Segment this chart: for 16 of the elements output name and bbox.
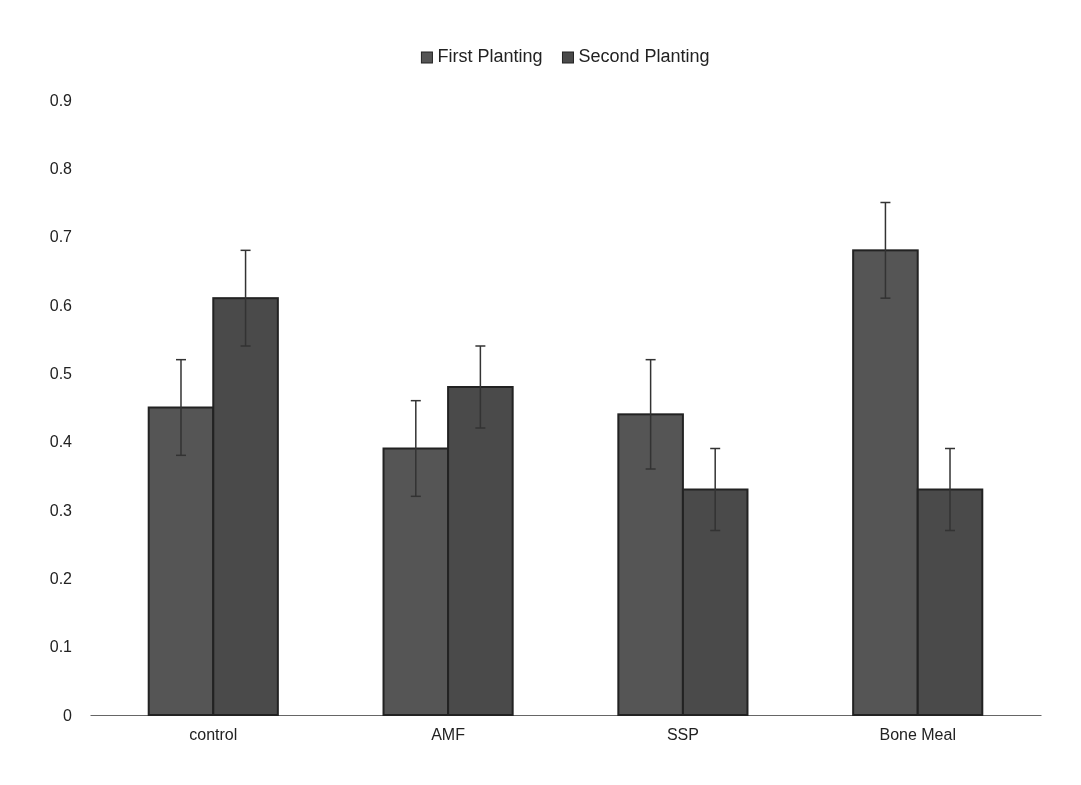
legend-label: Second Planting xyxy=(578,46,710,66)
x-tick-label: SSP xyxy=(666,726,699,744)
legend-label: First Planting xyxy=(437,46,543,66)
y-tick-label: 0.7 xyxy=(49,228,73,246)
y-tick-label: 0.9 xyxy=(49,91,73,109)
y-tick-label: 0.4 xyxy=(49,433,73,451)
y-tick-label: 0.8 xyxy=(49,159,73,177)
y-tick-label: 0.2 xyxy=(49,569,73,587)
y-tick-label: 0.5 xyxy=(49,364,73,382)
x-tick-label: AMF xyxy=(431,726,466,744)
y-tick-label: 0.1 xyxy=(49,638,73,656)
y-tick-label: 0.6 xyxy=(49,296,73,314)
y-tick-label: 0 xyxy=(63,706,73,724)
x-tick-label: Bone Meal xyxy=(879,726,956,744)
x-tick-label: control xyxy=(189,726,238,744)
y-tick-label: 0.3 xyxy=(49,501,73,519)
